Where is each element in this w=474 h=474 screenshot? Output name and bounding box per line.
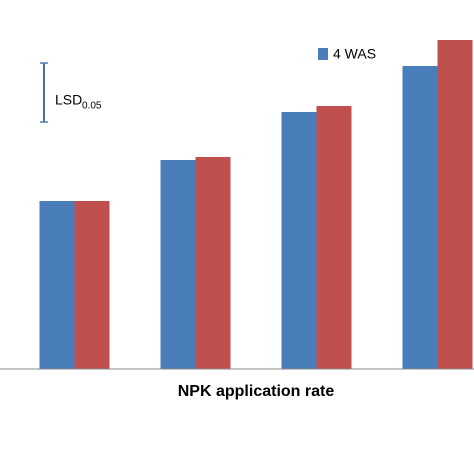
bar: [195, 157, 231, 369]
lsd-subscript: 0.05: [82, 101, 102, 112]
bar: [281, 112, 317, 369]
bar: [74, 201, 110, 369]
legend-label: 4 WAS: [333, 46, 376, 62]
bar: [402, 66, 438, 369]
legend-swatch: [318, 48, 328, 60]
bar: [39, 201, 75, 369]
x-axis-label: NPK application rate: [178, 383, 335, 400]
bar: [316, 106, 352, 369]
lsd-bar: [40, 62, 48, 123]
lsd-label: LSD: [55, 92, 82, 108]
bar: [437, 40, 473, 369]
bar: [160, 160, 196, 369]
